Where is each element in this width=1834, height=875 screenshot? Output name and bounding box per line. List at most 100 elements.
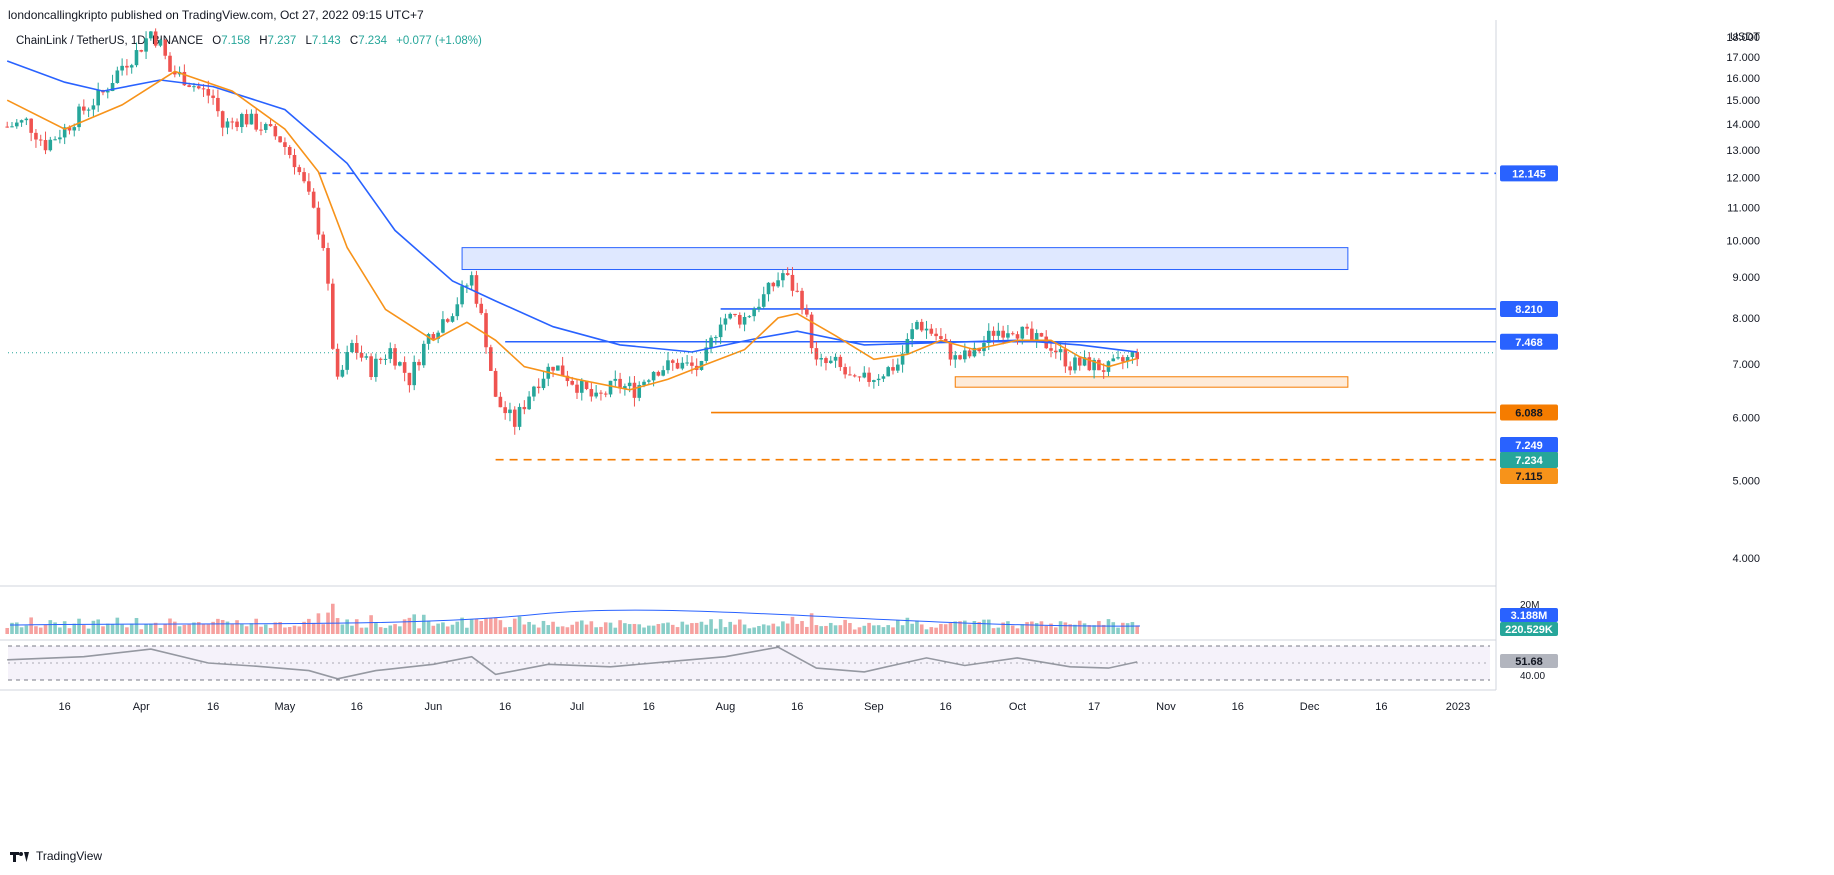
volume-bar xyxy=(292,625,297,634)
volume-bar xyxy=(623,623,627,634)
candle-body xyxy=(283,142,287,147)
close-label: C xyxy=(349,35,359,47)
volume-bar xyxy=(508,626,512,634)
candle-body xyxy=(929,328,934,334)
volume-bar xyxy=(599,626,603,634)
volume-bar xyxy=(771,623,776,634)
candle-body xyxy=(43,140,48,151)
volume-bar xyxy=(647,625,651,634)
volume-bar xyxy=(441,622,445,634)
volume-bar xyxy=(359,627,364,634)
volume-bar xyxy=(1044,625,1049,634)
candle-body xyxy=(771,282,776,287)
volume-bar xyxy=(1111,622,1116,634)
volume-bar xyxy=(364,627,369,634)
volume-bar xyxy=(1020,624,1025,634)
candle-body xyxy=(421,343,426,366)
candle-body xyxy=(848,374,852,376)
volume-bar xyxy=(556,626,560,634)
candle-body xyxy=(551,366,555,371)
volume-bar xyxy=(182,624,187,634)
candle-body xyxy=(1092,359,1096,371)
candle-body xyxy=(1025,326,1029,329)
volume-bar xyxy=(412,614,416,634)
rsi-value-label: 51.68 xyxy=(1515,656,1543,668)
volume-bar xyxy=(972,621,977,634)
volume-bar xyxy=(661,623,665,634)
candle-body xyxy=(594,392,598,397)
volume-bar xyxy=(311,622,316,634)
volume-bar xyxy=(1092,625,1096,634)
volume-bar xyxy=(953,621,958,634)
candle-body xyxy=(393,348,397,366)
level-tag-label: 7.468 xyxy=(1515,337,1543,349)
volume-bar xyxy=(465,627,469,634)
tradingview-logo-icon xyxy=(10,850,32,862)
candle-body xyxy=(963,350,967,360)
candle-body xyxy=(556,365,560,371)
volume-bar xyxy=(685,624,689,634)
candle-body xyxy=(316,207,321,235)
volume-bar xyxy=(919,624,924,634)
volume-bar xyxy=(790,616,795,634)
volume-bar xyxy=(1082,623,1087,634)
candle-body xyxy=(785,273,790,275)
volume-bar xyxy=(125,627,129,634)
volume-bar xyxy=(670,624,675,634)
candle-body xyxy=(1068,366,1072,371)
change-value: +0.077 (+1.08%) xyxy=(396,35,482,47)
volume-bar xyxy=(388,625,393,634)
level-tag xyxy=(1500,300,1558,317)
volume-bar xyxy=(589,621,594,634)
x-tick-label: Jun xyxy=(424,701,442,713)
volume-bar xyxy=(747,628,752,634)
volume-bar xyxy=(1130,622,1135,634)
candle-body xyxy=(220,111,225,128)
volume-bar xyxy=(1054,627,1058,634)
volume-bar xyxy=(398,626,402,634)
volume-bar xyxy=(230,624,235,634)
y-tick-label: 16.000 xyxy=(1726,73,1760,85)
candle-body xyxy=(105,91,110,93)
price-axis-unit: USDT xyxy=(1730,31,1760,43)
volume-bar xyxy=(843,619,847,634)
volume-bar xyxy=(350,625,354,634)
candle-body xyxy=(1049,348,1053,351)
volume-bar xyxy=(460,617,464,634)
volume-bar xyxy=(828,622,833,634)
candle-body xyxy=(450,316,455,322)
candle-body xyxy=(192,86,196,88)
volume-bar xyxy=(637,624,642,634)
volume-bar xyxy=(886,625,891,634)
candle-body xyxy=(158,39,163,46)
volume-bar xyxy=(872,625,876,634)
candle-body xyxy=(709,337,713,348)
candle-body xyxy=(560,365,565,376)
candle-body xyxy=(886,367,891,377)
candle-body xyxy=(354,343,359,353)
candle-body xyxy=(1087,357,1092,371)
candle-body xyxy=(1006,333,1010,338)
volume-bar xyxy=(1006,621,1010,634)
volume-bar xyxy=(958,621,962,634)
candle-body xyxy=(714,337,718,339)
volume-bar xyxy=(699,621,704,634)
candle-body xyxy=(618,378,622,389)
volume-bar xyxy=(943,624,948,634)
candle-body xyxy=(335,348,340,377)
volume-bar xyxy=(785,623,790,634)
volume-bar xyxy=(345,619,349,634)
candle-body xyxy=(599,392,603,394)
candle-body xyxy=(82,106,86,111)
candle-body xyxy=(1039,333,1044,337)
candle-body xyxy=(910,329,914,339)
volume-bar xyxy=(517,616,522,634)
volume-tag-label: 3.188M xyxy=(1511,610,1548,622)
candle-body xyxy=(445,319,450,322)
close-value: 7.234 xyxy=(358,35,387,47)
candle-body xyxy=(168,55,172,72)
high-label: H xyxy=(259,35,268,47)
candle-body xyxy=(661,370,665,376)
volume-bar xyxy=(302,621,306,634)
